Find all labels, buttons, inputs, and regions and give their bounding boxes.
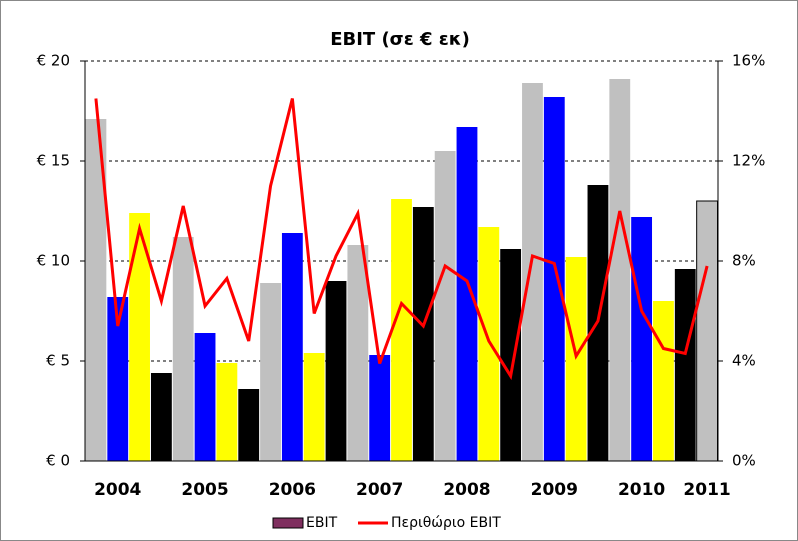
y-tick-label: € 15	[37, 152, 70, 170]
y-tick-label: € 20	[37, 52, 70, 70]
bar	[85, 119, 107, 461]
bar	[565, 257, 587, 461]
bar	[609, 79, 631, 461]
y-tick-label: € 10	[37, 252, 70, 270]
chart-title: EBIT (σε € εκ)	[330, 29, 470, 50]
bar	[303, 353, 325, 461]
bar	[260, 283, 281, 461]
bar	[194, 333, 216, 461]
bar	[238, 389, 260, 461]
x-tick-label: 2011	[683, 480, 730, 500]
bar	[412, 207, 434, 461]
bar	[391, 199, 412, 461]
bar	[216, 363, 238, 461]
bar	[543, 97, 565, 461]
bar	[653, 301, 674, 461]
bar	[522, 83, 543, 461]
y2-tick-label: 0%	[732, 452, 756, 470]
y2-tick-label: 12%	[732, 152, 765, 170]
x-tick-label: 2004	[94, 480, 141, 500]
bar	[150, 373, 172, 461]
y-tick-label: € 5	[46, 352, 70, 370]
bar	[347, 245, 369, 461]
x-tick-label: 2008	[443, 480, 490, 500]
bar	[281, 233, 303, 461]
legend-swatch	[272, 517, 304, 529]
x-tick-label: 2009	[531, 480, 578, 500]
bar	[325, 281, 347, 461]
bar	[696, 200, 719, 462]
y2-tick-label: 4%	[732, 352, 756, 370]
bar	[500, 249, 522, 461]
bar	[434, 151, 456, 461]
x-tick-label: 2006	[269, 480, 316, 500]
x-tick-label: 2005	[181, 480, 228, 500]
legend-label: Περιθώριο EBIT	[391, 515, 501, 531]
bar	[456, 127, 478, 461]
bar	[478, 227, 500, 461]
bar	[674, 269, 696, 461]
bar	[129, 213, 150, 461]
x-tick-label: 2010	[618, 480, 665, 500]
legend-label: EBIT	[306, 515, 338, 531]
bar	[107, 297, 129, 461]
bar	[631, 217, 653, 461]
y2-tick-label: 8%	[732, 252, 756, 270]
bar	[172, 237, 194, 461]
y2-tick-label: 16%	[732, 52, 765, 70]
y-tick-label: € 0	[46, 452, 70, 470]
line	[94, 98, 709, 381]
x-tick-label: 2007	[356, 480, 403, 500]
bar	[369, 355, 391, 461]
